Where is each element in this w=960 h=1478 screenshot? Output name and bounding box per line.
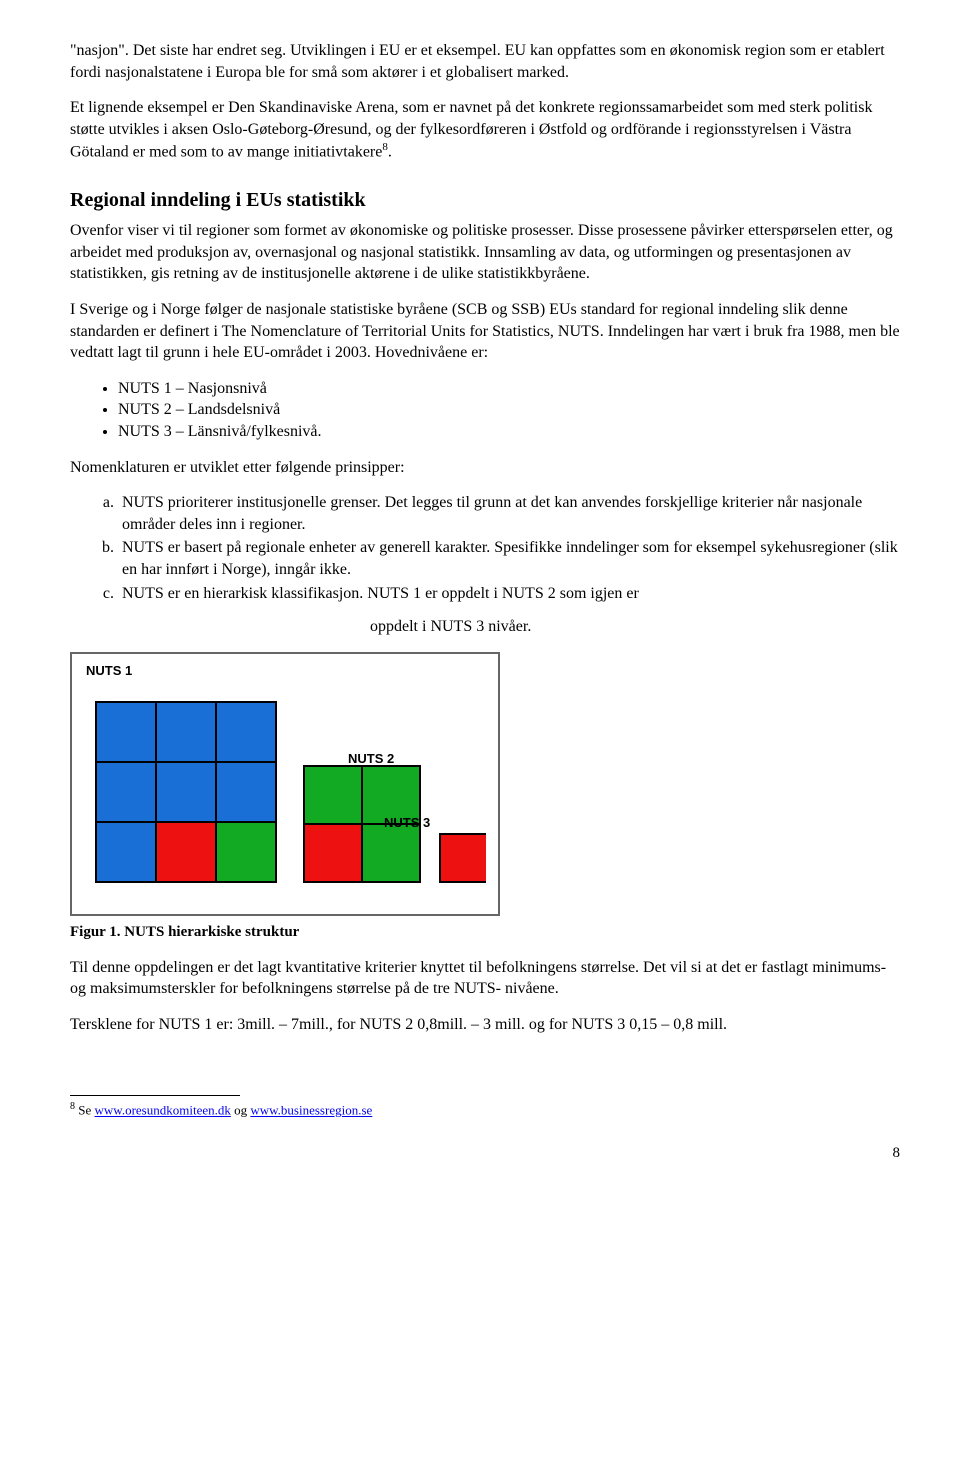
nuts2-label: NUTS 2	[348, 750, 394, 768]
body-paragraph: Tersklene for NUTS 1 er: 3mill. – 7mill.…	[70, 1014, 900, 1036]
footnote-separator	[70, 1095, 240, 1096]
body-paragraph: Et lignende eksempel er Den Skandinavisk…	[70, 97, 900, 163]
list-item: NUTS 3 – Länsnivå/fylkesnivå.	[118, 421, 900, 443]
list-item: NUTS 1 – Nasjonsnivå	[118, 378, 900, 400]
nuts-diagram-svg	[86, 668, 486, 894]
section-heading: Regional inndeling i EUs statistikk	[70, 187, 900, 214]
footnote-text: Se	[75, 1103, 95, 1118]
footnote-text: og	[231, 1103, 251, 1118]
list-item: NUTS er en hierarkisk klassifikasjon. NU…	[118, 583, 900, 605]
body-paragraph: "nasjon". Det siste har endret seg. Utvi…	[70, 40, 900, 83]
continuation-line: oppdelt i NUTS 3 nivåer.	[370, 616, 900, 638]
bullet-list: NUTS 1 – Nasjonsnivå NUTS 2 – Landsdelsn…	[70, 378, 900, 443]
body-paragraph: Nomenklaturen er utviklet etter følgende…	[70, 457, 900, 479]
nuts1-label: NUTS 1	[86, 662, 132, 680]
list-item: NUTS er basert på regionale enheter av g…	[118, 537, 900, 580]
body-paragraph: Ovenfor viser vi til regioner som formet…	[70, 220, 900, 285]
list-item: NUTS 2 – Landsdelsnivå	[118, 399, 900, 421]
body-paragraph: I Sverige og i Norge følger de nasjonale…	[70, 299, 900, 364]
ordered-list: NUTS prioriterer institusjonelle grenser…	[70, 492, 900, 604]
footnote-link[interactable]: www.businessregion.se	[250, 1103, 372, 1118]
page-number: 8	[70, 1143, 900, 1163]
nuts-figure: NUTS 1 NUTS 2 NUTS 3	[70, 652, 500, 917]
figure-caption: Figur 1. NUTS hierarkiske struktur	[70, 922, 900, 942]
body-paragraph: Til denne oppdelingen er det lagt kvanti…	[70, 957, 900, 1000]
nuts3-label: NUTS 3	[384, 814, 430, 832]
list-item: NUTS prioriterer institusjonelle grenser…	[118, 492, 900, 535]
footnote: 8 Se www.oresundkomiteen.dk og www.busin…	[70, 1100, 900, 1119]
text-run: .	[388, 144, 392, 161]
footnote-link[interactable]: www.oresundkomiteen.dk	[95, 1103, 231, 1118]
text-run: Et lignende eksempel er Den Skandinavisk…	[70, 99, 872, 161]
